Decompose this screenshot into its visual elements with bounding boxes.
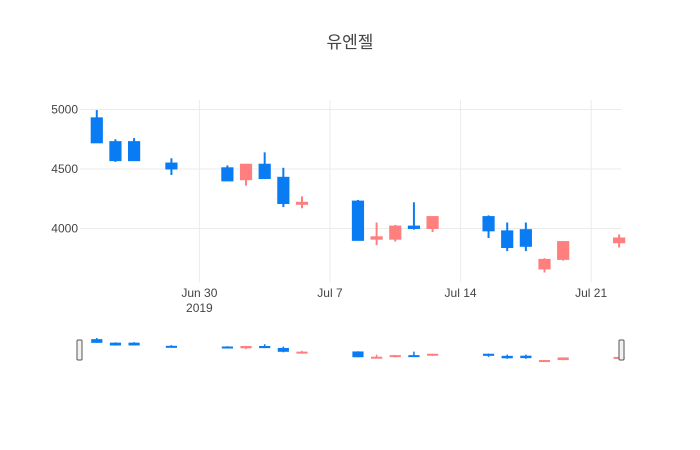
candle-body	[295, 201, 309, 205]
slider-candle-body	[352, 351, 364, 358]
slider-frame	[80, 334, 621, 370]
slider-candle-body	[109, 342, 122, 346]
slider-right-handle[interactable]	[618, 339, 625, 361]
candle	[426, 216, 439, 233]
candle-body	[239, 163, 253, 181]
candle	[370, 222, 383, 246]
range-slider[interactable]	[76, 334, 625, 370]
candle-body	[501, 230, 514, 249]
y-tick-label: 4500	[51, 162, 78, 176]
x-tick-label: Jul 7	[317, 286, 343, 300]
slider-candle	[389, 354, 401, 358]
x-tick-label: Jul 21	[575, 286, 607, 300]
candle	[389, 224, 402, 242]
y-axis-ticks: 4000 4500 5000	[51, 103, 78, 236]
slider-candle-body	[426, 353, 439, 356]
candles	[90, 110, 626, 273]
slider-candle	[482, 353, 495, 357]
slider-candle-body	[482, 353, 495, 356]
candle	[557, 241, 570, 261]
candle-body	[482, 216, 495, 232]
candle	[165, 158, 178, 175]
slider-candle	[165, 345, 178, 348]
candle-body	[258, 163, 271, 180]
slider-candle-body	[277, 347, 289, 352]
candle-body	[221, 167, 234, 182]
candle-body	[370, 236, 383, 240]
y-tick-label: 4000	[51, 221, 78, 235]
candle	[277, 167, 290, 208]
candle	[613, 234, 626, 248]
slider-candle-body	[501, 355, 513, 359]
slider-candle	[128, 342, 140, 346]
slider-candle	[91, 338, 103, 343]
candle-body	[165, 162, 178, 170]
candle-body	[277, 176, 290, 204]
candle	[519, 222, 532, 252]
slider-candle-body	[165, 345, 178, 348]
candle	[239, 163, 253, 186]
candle-body	[128, 141, 141, 162]
slider-candle	[501, 354, 513, 359]
candle	[128, 138, 141, 162]
candle	[90, 110, 103, 144]
slider-candle-body	[259, 346, 271, 349]
slider-candle-body	[128, 342, 140, 346]
candle-body	[538, 258, 551, 270]
grid-lines	[80, 100, 621, 282]
y-tick-label: 5000	[51, 103, 78, 117]
candle	[258, 152, 271, 180]
slider-candle	[408, 351, 420, 358]
x-tick-label: Jul 14	[445, 286, 477, 300]
slider-candle-body	[296, 351, 308, 354]
candle-body	[90, 117, 103, 144]
candle-body	[109, 141, 122, 162]
slider-candle	[426, 353, 439, 357]
candle	[295, 196, 309, 209]
candle	[109, 139, 122, 162]
slider-candle	[277, 346, 289, 353]
x-tick-label: Jun 30	[181, 286, 217, 300]
candle	[407, 202, 421, 230]
slider-candle	[520, 354, 532, 359]
slider-candle-body	[91, 339, 103, 343]
slider-candle-body	[520, 355, 532, 359]
slider-candle	[221, 346, 233, 349]
candle	[351, 199, 365, 241]
slider-candle-body	[408, 355, 420, 358]
candle-body	[519, 229, 532, 247]
slider-candle-body	[557, 357, 569, 361]
slider-candle	[352, 351, 364, 358]
slider-left-handle[interactable]	[76, 339, 83, 361]
slider-candle-body	[240, 346, 252, 349]
candle	[221, 165, 234, 182]
candle-body	[389, 225, 402, 240]
x-tick-year-label: 2019	[186, 301, 213, 315]
candle	[482, 215, 495, 238]
slider-candle	[557, 357, 569, 361]
slider-candle	[538, 359, 551, 363]
slider-candle-body	[221, 346, 233, 349]
candle-body	[426, 216, 439, 229]
slider-candle	[109, 342, 122, 346]
candle-body	[557, 241, 570, 260]
slider-candle	[296, 350, 308, 354]
candle-body	[613, 237, 626, 244]
candle	[538, 258, 551, 273]
slider-candle	[240, 346, 252, 350]
slider-candle-body	[538, 360, 551, 363]
slider-candle	[371, 354, 383, 359]
chart-title: 유엔젤	[327, 33, 374, 53]
slider-candle-body	[389, 355, 401, 358]
candle-body	[351, 200, 365, 241]
candle-body	[407, 225, 421, 229]
slider-candle-body	[371, 356, 383, 359]
candle	[501, 222, 514, 252]
slider-candle	[259, 344, 271, 349]
